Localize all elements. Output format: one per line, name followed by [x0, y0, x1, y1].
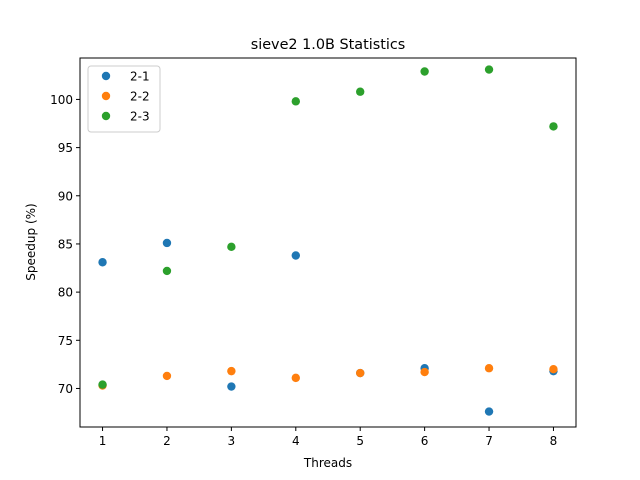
x-axis-label: Threads — [303, 456, 352, 470]
point-2-3-7 — [484, 65, 494, 74]
legend-marker-2-3 — [101, 111, 111, 121]
y-tick-label: 70 — [58, 382, 73, 396]
chart-title: sieve2 1.0B Statistics — [251, 37, 406, 53]
y-tick-label: 75 — [58, 334, 73, 348]
y-tick-label: 100 — [50, 93, 73, 107]
plot-frame — [79, 57, 577, 428]
x-tick-label: 2 — [163, 434, 171, 448]
y-axis-label: Speedup (%) — [24, 203, 38, 280]
legend-label-2-3: 2-3 — [130, 110, 150, 124]
legend-label-2-1: 2-1 — [130, 70, 150, 84]
point-2-2-4 — [291, 373, 300, 383]
y-tick-label: 95 — [58, 141, 73, 155]
legend: 2-1 2-2 2-3 — [87, 65, 161, 133]
legend-marker-2-2 — [101, 91, 111, 101]
x-tick-label: 3 — [228, 434, 236, 448]
y-axis: 70 75 80 85 90 95 100 — [50, 93, 80, 396]
point-2-3-8 — [549, 122, 558, 131]
point-2-1-1 — [98, 258, 107, 267]
legend-marker-2-1 — [101, 71, 111, 81]
x-tick-label: 6 — [421, 434, 429, 448]
x-tick-label: 4 — [292, 434, 300, 448]
y-tick-label: 85 — [58, 237, 73, 251]
point-2-3-5 — [356, 87, 365, 96]
point-2-2-8 — [549, 364, 558, 374]
y-tick-label: 90 — [58, 189, 73, 203]
point-2-2-6 — [420, 367, 429, 377]
point-2-3-4 — [291, 97, 300, 106]
point-2-1-2 — [162, 238, 172, 248]
legend-label-2-2: 2-2 — [130, 90, 150, 104]
point-2-3-3 — [227, 242, 236, 252]
point-2-3-1 — [98, 380, 107, 389]
point-2-2-7 — [484, 364, 494, 373]
x-tick-label: 1 — [99, 434, 107, 448]
point-2-3-6 — [420, 67, 429, 76]
data-points — [98, 65, 558, 416]
x-tick-label: 5 — [356, 434, 364, 448]
x-tick-label: 8 — [550, 434, 558, 448]
y-tick-label: 80 — [58, 286, 73, 300]
x-tick-label: 7 — [485, 434, 493, 448]
point-2-1-7 — [484, 407, 494, 416]
point-2-1-3 — [227, 382, 236, 391]
point-2-1-4 — [291, 251, 300, 260]
x-axis: 1 2 3 4 5 6 7 8 — [99, 427, 558, 448]
point-2-2-5 — [356, 368, 365, 378]
point-2-3-2 — [162, 266, 172, 276]
point-2-2-3 — [227, 366, 236, 376]
point-2-2-2 — [162, 371, 172, 381]
